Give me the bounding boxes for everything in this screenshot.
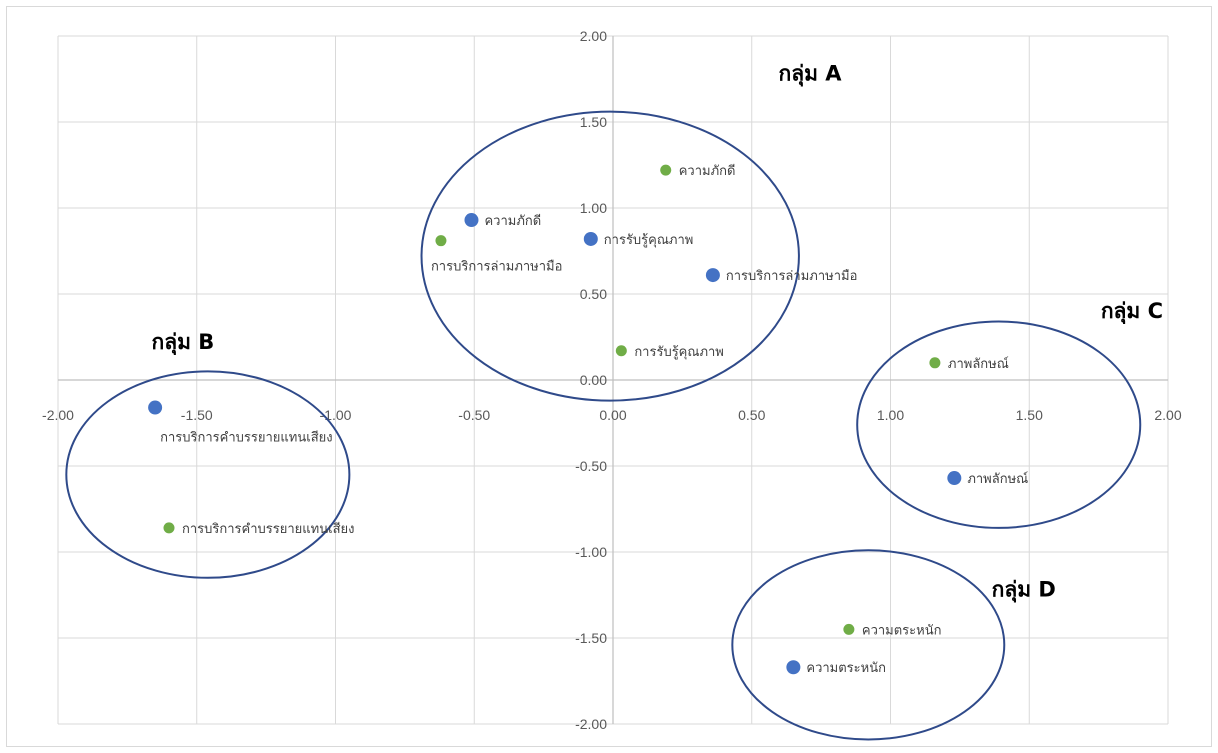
- data-label: ความภักดี: [679, 163, 736, 179]
- y-tick-label: -1.50: [575, 630, 607, 646]
- x-tick-label: 0.00: [599, 407, 626, 423]
- data-point: [786, 660, 801, 675]
- group-label-a: กลุ่ม A: [779, 62, 843, 88]
- data-points: [148, 164, 962, 675]
- group-ellipse-b: [65, 370, 351, 579]
- group-label-b: กลุ่ม B: [152, 330, 215, 356]
- x-tick-label: 0.50: [738, 407, 765, 423]
- data-label: ความตระหนัก: [806, 661, 886, 676]
- group-ellipse-d: [731, 549, 1006, 741]
- data-label: การบริการคำบรรยายแทนเสียง: [182, 521, 354, 537]
- group-ellipse-a: [420, 110, 800, 402]
- group-ellipse-c: [856, 320, 1142, 529]
- data-label: การรับรู้คุณภาพ: [634, 345, 724, 360]
- data-point: [843, 623, 855, 635]
- y-tick-label: 1.00: [580, 200, 607, 216]
- x-tick-label: 1.50: [1016, 407, 1043, 423]
- data-point: [615, 345, 627, 357]
- x-tick-label: -2.00: [42, 407, 74, 423]
- y-tick-label: 0.00: [580, 372, 607, 388]
- data-label: การรับรู้คุณภาพ: [604, 233, 694, 248]
- data-label: การบริการคำบรรยายแทนเสียง: [160, 430, 332, 446]
- x-tick-label: -1.50: [181, 407, 213, 423]
- data-point: [660, 164, 672, 176]
- x-tick-label: -0.50: [458, 407, 490, 423]
- data-point: [583, 231, 598, 246]
- data-label: ภาพลักษณ์: [948, 356, 1009, 372]
- y-tick-label: 0.50: [580, 286, 607, 302]
- y-tick-label: 2.00: [580, 28, 607, 44]
- group-label-d: กลุ่ม D: [992, 578, 1056, 604]
- data-point: [464, 213, 479, 228]
- y-tick-label: -0.50: [575, 458, 607, 474]
- group-label-c: กลุ่ม C: [1101, 299, 1163, 325]
- data-label: ความภักดี: [484, 213, 541, 229]
- y-tick-label: -1.00: [575, 544, 607, 560]
- data-label: การบริการล่ามภาษามือ: [431, 259, 563, 275]
- data-point: [163, 522, 175, 534]
- chart-border: [6, 6, 1212, 747]
- data-point: [148, 400, 163, 415]
- group-ellipses: [65, 110, 1142, 741]
- x-tick-label: 1.00: [877, 407, 904, 423]
- y-tick-label: -2.00: [575, 716, 607, 732]
- data-point: [947, 471, 962, 486]
- data-point: [705, 268, 720, 283]
- data-label: ภาพลักษณ์: [967, 471, 1028, 487]
- y-tick-label: 1.50: [580, 114, 607, 130]
- data-point: [929, 357, 941, 369]
- data-point: [435, 235, 447, 247]
- x-tick-label: 2.00: [1154, 407, 1181, 423]
- point-labels: ความภักดีการรับรู้คุณภาพการบริการล่ามภาษ…: [160, 163, 1028, 676]
- group-labels: กลุ่ม A กลุ่ม B กลุ่ม C กลุ่ม D: [152, 62, 1164, 604]
- data-label: ความตระหนัก: [862, 623, 942, 638]
- axes: [58, 36, 1168, 724]
- data-label: การบริการล่ามภาษามือ: [726, 268, 858, 284]
